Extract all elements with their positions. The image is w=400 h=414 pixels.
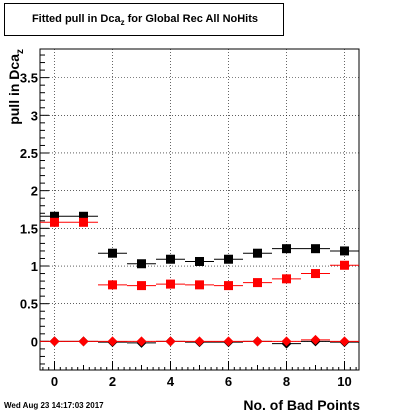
- y-tick-label: 3.5: [20, 71, 38, 86]
- series-1-point: [137, 281, 146, 291]
- series-3-point: [49, 336, 60, 347]
- series-3-point: [339, 336, 350, 347]
- series-3-point: [281, 336, 292, 347]
- y-axis-label: pull in Dcaz: [6, 49, 26, 125]
- chart-title-box: Fitted pull in Dcaz for Global Rec All N…: [4, 3, 284, 36]
- series-1-point: [253, 278, 262, 288]
- plot-frame: [39, 48, 360, 371]
- series-0-point: [79, 211, 88, 221]
- chart-title: Fitted pull in Dcaz for Global Rec All N…: [31, 13, 259, 27]
- series-3-point: [252, 336, 263, 347]
- series-3-point: [194, 336, 205, 347]
- series-3-point: [310, 334, 321, 345]
- series-1-point: [311, 269, 320, 279]
- x-axis-label: No. of Bad Points: [243, 397, 360, 413]
- series-3-point: [223, 336, 234, 347]
- series-0-point: [340, 246, 349, 256]
- series-3-point: [78, 336, 89, 347]
- series-0-point: [108, 248, 117, 258]
- x-tick-label: 0: [51, 374, 58, 389]
- timestamp: Wed Aug 23 14:17:03 2017: [4, 401, 104, 410]
- series-3-point: [136, 336, 147, 347]
- x-tick-label: 8: [283, 374, 290, 389]
- y-tick-label: 3: [31, 108, 38, 123]
- y-tick-label: 2.5: [20, 146, 38, 161]
- series-0-point: [224, 254, 233, 264]
- series-0-point: [311, 244, 320, 254]
- x-tick-label: 2: [109, 374, 116, 389]
- series-3-point: [165, 336, 176, 347]
- x-tick-label: 10: [337, 374, 351, 389]
- x-tick-label: 4: [167, 374, 175, 389]
- series-1-point: [50, 217, 59, 227]
- series-1-point: [340, 260, 349, 270]
- series-0-point: [166, 254, 175, 264]
- series-1-point: [224, 281, 233, 291]
- series-1-point: [166, 279, 175, 289]
- y-tick-label: 1.5: [20, 221, 38, 236]
- y-tick-label: 1: [31, 259, 38, 274]
- series-3-point: [107, 336, 118, 347]
- series-1-point: [108, 280, 117, 290]
- series-0-point: [282, 244, 291, 254]
- x-tick-label: 6: [225, 374, 232, 389]
- y-tick-label: 2: [31, 184, 38, 199]
- series-0-point: [137, 259, 146, 269]
- series-0-point: [253, 248, 262, 258]
- series-1-point: [79, 217, 88, 227]
- y-tick-label: 0.5: [20, 297, 38, 312]
- series-0-point: [50, 211, 59, 221]
- series-0-point: [195, 256, 204, 266]
- series-1-point: [282, 274, 291, 284]
- series-1-point: [195, 280, 204, 290]
- y-tick-label: 0: [31, 334, 38, 349]
